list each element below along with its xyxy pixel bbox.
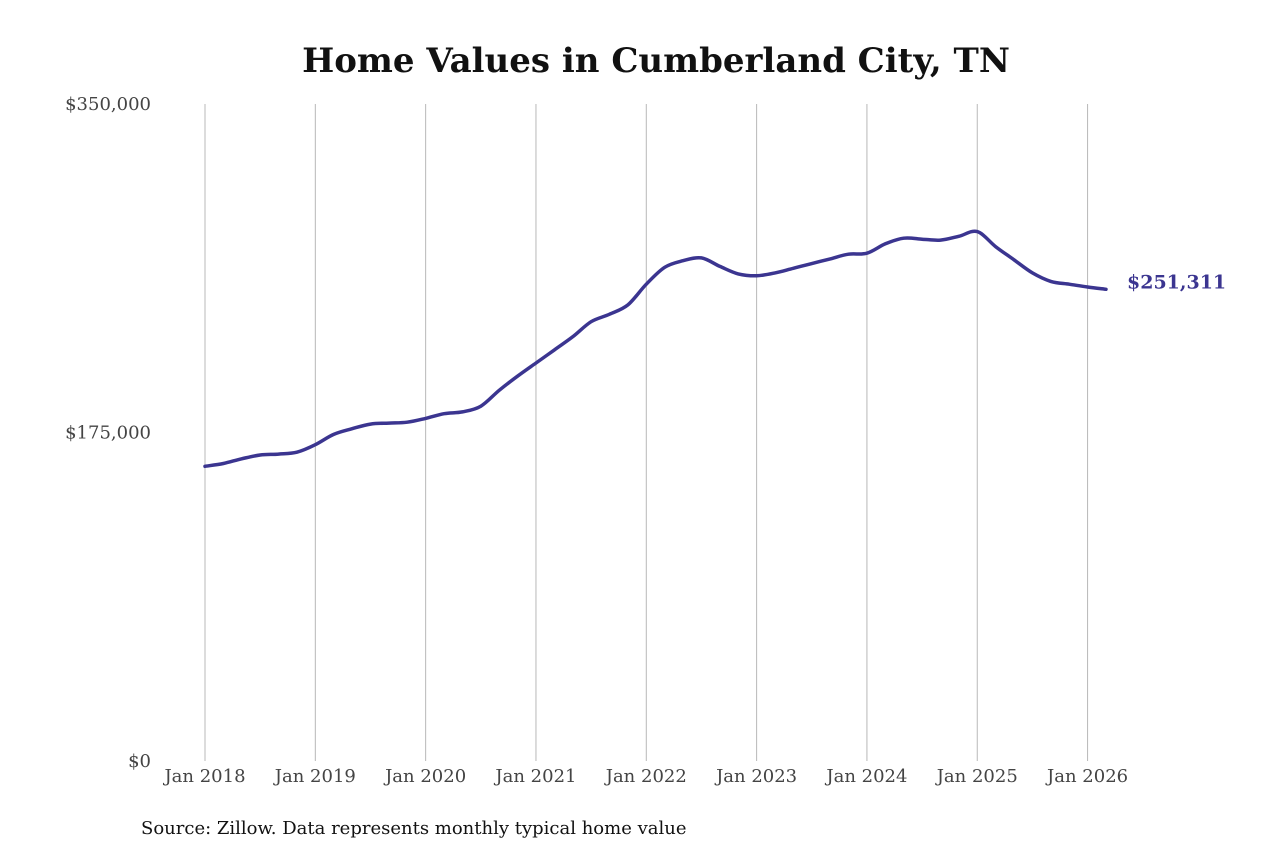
source-note: Source: Zillow. Data represents monthly … <box>141 818 687 839</box>
x-axis-ticks: Jan 2018 Jan 2019 Jan 2020 Jan 2021 Jan 2022… <box>162 766 1128 787</box>
x-tick-label: Jan 2021 <box>493 766 576 787</box>
x-tick-label: Jan 2019 <box>273 766 356 787</box>
y-tick-label: $175,000 <box>65 423 151 444</box>
chart-title: Home Values in Cumberland City, TN <box>302 41 1010 81</box>
series-group <box>203 229 1108 469</box>
vertical-gridlines <box>204 104 1089 761</box>
x-tick-label: Jan 2025 <box>935 766 1018 787</box>
series-line <box>203 229 1108 469</box>
y-axis-ticks: $0 $175,000 $350,000 <box>65 94 151 772</box>
y-tick-label: $0 <box>128 751 151 772</box>
x-tick-label: Jan 2023 <box>714 766 797 787</box>
y-tick-label: $350,000 <box>65 94 151 115</box>
x-tick-label: Jan 2018 <box>162 766 245 787</box>
end-value-label: $251,311 <box>1127 271 1226 293</box>
x-tick-label: Jan 2022 <box>604 766 687 787</box>
x-tick-label: Jan 2024 <box>824 766 907 787</box>
x-tick-label: Jan 2020 <box>383 766 466 787</box>
x-tick-label: Jan 2026 <box>1045 766 1128 787</box>
